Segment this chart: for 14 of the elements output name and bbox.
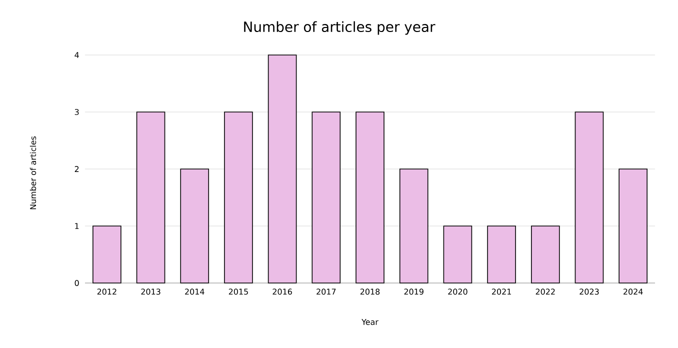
bar (180, 168, 210, 284)
bar (312, 112, 341, 284)
bar (136, 112, 166, 284)
bar (356, 112, 384, 284)
bar (268, 54, 297, 284)
bar (443, 226, 472, 284)
bar (487, 226, 516, 284)
bar (224, 112, 253, 284)
bar (618, 168, 648, 284)
bar (399, 168, 428, 284)
bar (530, 226, 560, 284)
bar (574, 112, 604, 284)
chart-title: Number of articles per year (244, 21, 436, 35)
bar (92, 226, 122, 284)
